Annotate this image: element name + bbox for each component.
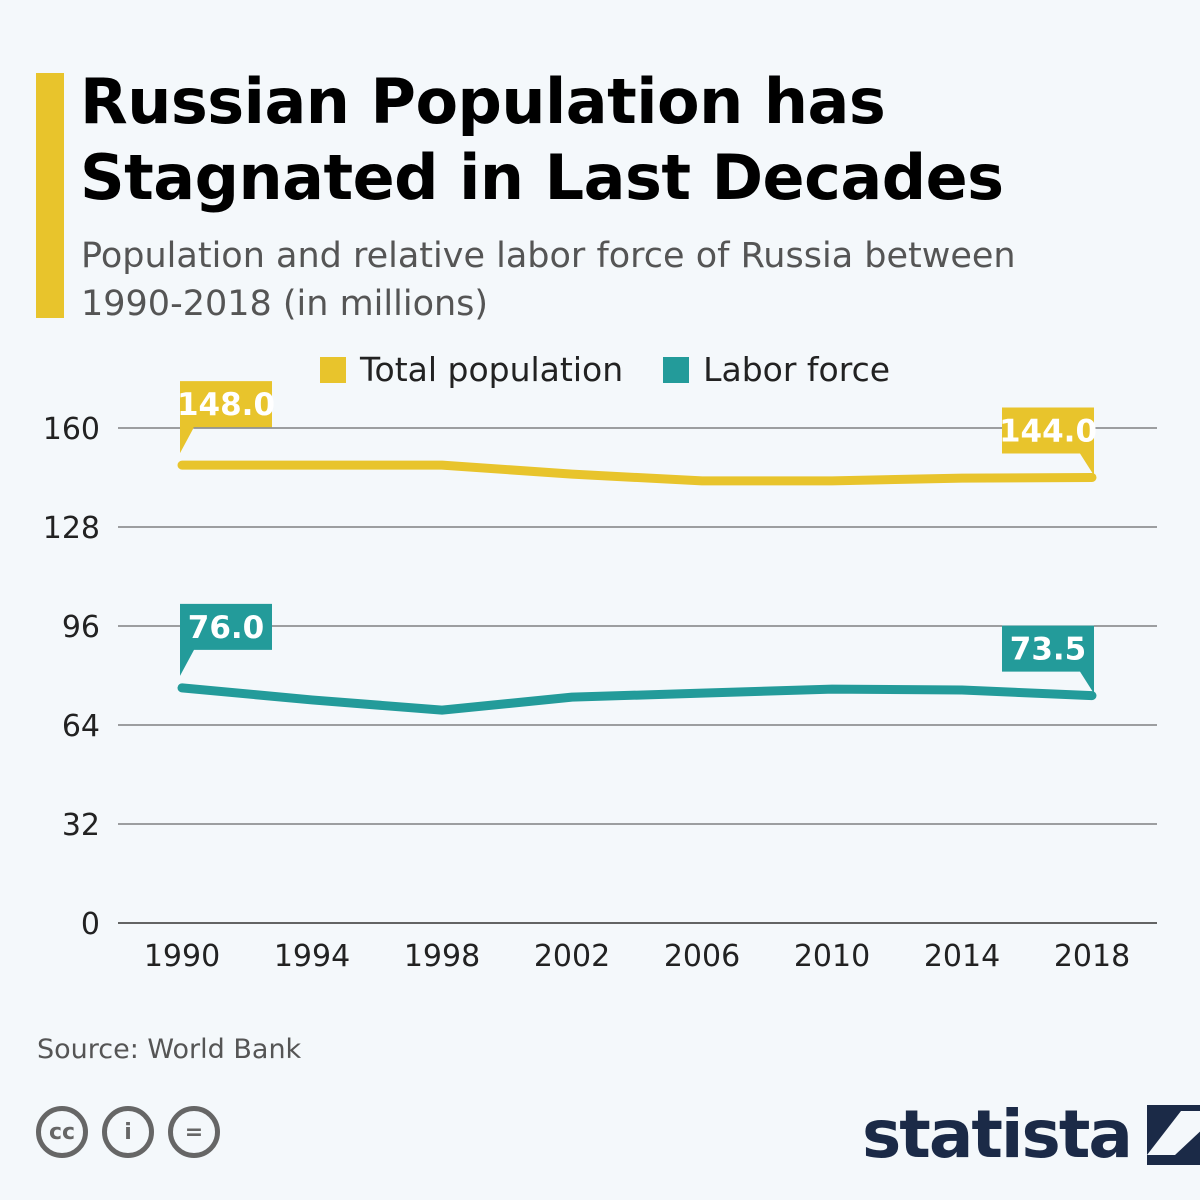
source-note: Source: World Bank: [37, 1034, 302, 1065]
data-label-box: [180, 381, 272, 454]
legend-swatch: [319, 356, 346, 383]
brand-name: statista: [862, 1096, 1133, 1173]
series-line-labor-force: [177, 683, 1097, 715]
chart-title: Russian Population has Stagnated in Last…: [80, 65, 1004, 214]
data-label-first: 148.0: [177, 387, 275, 423]
data-label-last: 144.0: [999, 414, 1097, 450]
y-tick-label: 160: [43, 412, 100, 447]
x-tick-label: 2010: [794, 939, 870, 974]
legend-item-labor-force: Labor force: [663, 350, 890, 389]
series-line-total-population: [177, 460, 1097, 486]
x-tick-label: 2006: [664, 939, 740, 974]
x-tick-label: 2018: [1054, 939, 1130, 974]
data-label-box: [1002, 407, 1094, 476]
legend: Total population Labor force: [0, 350, 1200, 389]
cc-icon: cc: [36, 1106, 88, 1158]
chart-subtitle: Population and relative labor force of R…: [81, 236, 1016, 324]
attribution-icon: i: [102, 1106, 154, 1158]
y-tick-label: 64: [62, 709, 100, 744]
accent-bar: [36, 73, 64, 318]
license-icons: cc i =: [36, 1106, 220, 1158]
x-tick-label: 1990: [144, 939, 220, 974]
y-tick-label: 96: [62, 610, 100, 645]
no-derivatives-icon: =: [168, 1106, 220, 1158]
line-chart: 0 32 64 96 128 160 1990 1994 1998 2002 2006 2010 201…: [43, 381, 1157, 974]
data-label-first: 76.0: [188, 610, 265, 646]
y-tick-label: 128: [43, 511, 100, 546]
data-label-last: 73.5: [1010, 632, 1087, 668]
x-tick-label: 2014: [924, 939, 1000, 974]
x-tick-label: 1994: [274, 939, 350, 974]
legend-label: Labor force: [703, 350, 891, 389]
y-tick-label: 0: [81, 907, 100, 942]
data-label-box: [1002, 625, 1094, 694]
legend-label: Total population: [359, 350, 624, 389]
statista-logo: statista: [862, 1096, 1200, 1173]
x-tick-label: 2002: [534, 939, 610, 974]
y-tick-label: 32: [62, 808, 100, 843]
x-tick-label: 1998: [404, 939, 480, 974]
statista-logo-icon: [1146, 1104, 1200, 1165]
legend-item-total-population: Total population: [319, 350, 624, 389]
data-label-box: [180, 603, 272, 676]
legend-swatch: [663, 356, 690, 383]
